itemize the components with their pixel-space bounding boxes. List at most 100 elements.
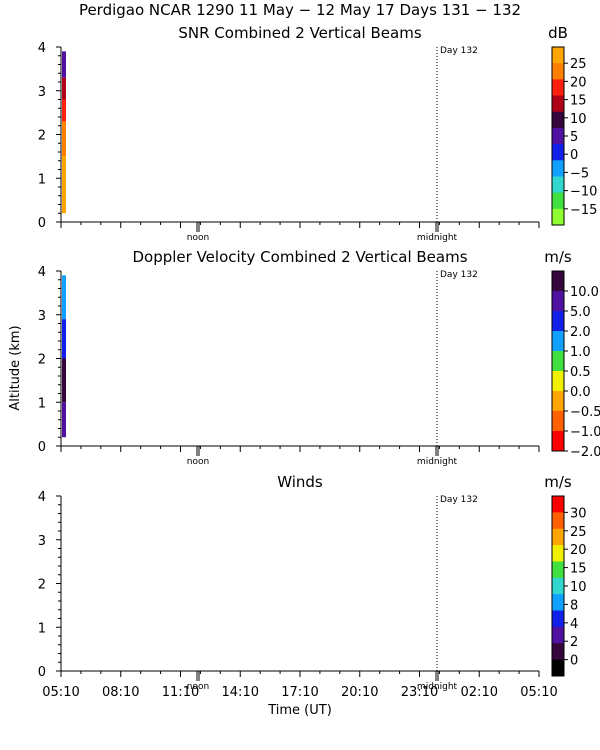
colorbar-swatch bbox=[552, 659, 564, 677]
colorbar-swatch bbox=[552, 127, 564, 145]
y-tick-label: 0 bbox=[38, 216, 46, 231]
colorbar-swatch bbox=[552, 545, 564, 562]
colorbar-unit: m/s bbox=[544, 473, 572, 491]
y-tick-label: 3 bbox=[38, 309, 46, 324]
data-segment bbox=[62, 358, 66, 403]
colorbar-unit: m/s bbox=[544, 248, 572, 266]
data-segment bbox=[62, 275, 66, 320]
y-tick-label: 1 bbox=[38, 396, 46, 411]
colorbar-label: 2 bbox=[570, 635, 578, 650]
colorbar-swatch bbox=[552, 391, 564, 412]
colorbar-swatch bbox=[552, 496, 564, 513]
data-segment bbox=[62, 156, 66, 214]
data-segment bbox=[62, 319, 66, 359]
colorbar-label: 20 bbox=[570, 543, 587, 558]
panel-title: Doppler Velocity Combined 2 Vertical Bea… bbox=[132, 248, 467, 266]
data-segment bbox=[62, 77, 66, 100]
data-segment bbox=[62, 99, 66, 122]
noon-label: noon bbox=[187, 682, 209, 692]
colorbar-label: −2.0 bbox=[570, 445, 600, 460]
y-axis-label: Altitude (km) bbox=[8, 325, 23, 410]
colorbar-label: 5.0 bbox=[570, 305, 591, 320]
colorbar-unit: dB bbox=[548, 24, 568, 42]
day-label: Day 132 bbox=[440, 46, 478, 56]
colorbar-swatch bbox=[552, 192, 564, 210]
y-tick-label: 4 bbox=[38, 265, 46, 280]
y-tick-label: 4 bbox=[38, 41, 46, 56]
figure-title: Perdigao NCAR 1290 11 May − 12 May 17 Da… bbox=[79, 1, 521, 19]
data-segment bbox=[62, 51, 66, 78]
colorbar-label: −15 bbox=[570, 203, 597, 218]
day-label: Day 132 bbox=[440, 495, 478, 505]
colorbar-label: 0.5 bbox=[570, 365, 591, 380]
colorbar-label: 5 bbox=[570, 130, 578, 145]
colorbar-swatch bbox=[552, 47, 564, 64]
x-tick-label: 23:10 bbox=[401, 685, 438, 700]
x-tick-label: 14:10 bbox=[222, 685, 259, 700]
x-tick-label: 17:10 bbox=[281, 685, 318, 700]
colorbar-swatch bbox=[552, 176, 564, 194]
colorbar-swatch bbox=[552, 528, 564, 546]
x-tick-label: 05:10 bbox=[42, 685, 79, 700]
noon-label: noon bbox=[187, 233, 209, 243]
x-tick-label: 11:10 bbox=[162, 685, 199, 700]
y-tick-label: 3 bbox=[38, 85, 46, 100]
colorbar-label: −10 bbox=[570, 185, 597, 200]
colorbar-label: 0.0 bbox=[570, 385, 591, 400]
colorbar-swatch bbox=[552, 291, 564, 312]
y-tick-label: 4 bbox=[38, 490, 46, 505]
colorbar-label: 2.0 bbox=[570, 325, 591, 340]
colorbar-label: 15 bbox=[570, 562, 587, 577]
colorbar-swatch bbox=[552, 610, 564, 628]
colorbar-label: 8 bbox=[570, 598, 578, 613]
data-segment bbox=[62, 402, 66, 438]
colorbar-label: 4 bbox=[570, 617, 578, 632]
x-tick-label: 20:10 bbox=[341, 685, 378, 700]
y-tick-label: 2 bbox=[38, 129, 46, 144]
colorbar-label: 0 bbox=[570, 654, 578, 669]
colorbar-swatch bbox=[552, 411, 564, 432]
colorbar-swatch bbox=[552, 561, 564, 579]
colorbar-swatch bbox=[552, 208, 564, 226]
colorbar-swatch bbox=[552, 111, 564, 129]
colorbar-swatch bbox=[552, 331, 564, 352]
x-tick-label: 02:10 bbox=[461, 685, 498, 700]
colorbar-label: 25 bbox=[570, 57, 587, 72]
panel-title: SNR Combined 2 Vertical Beams bbox=[178, 24, 421, 42]
colorbar-swatch bbox=[552, 160, 564, 177]
colorbar-swatch bbox=[552, 144, 564, 161]
colorbar-label: −5 bbox=[570, 166, 589, 181]
midnight-label: midnight bbox=[417, 457, 458, 467]
colorbar-label: 20 bbox=[570, 75, 587, 90]
colorbar-swatch bbox=[552, 594, 564, 612]
y-tick-label: 0 bbox=[38, 665, 46, 680]
colorbar-swatch bbox=[552, 626, 564, 644]
y-tick-label: 3 bbox=[38, 534, 46, 549]
colorbar-swatch bbox=[552, 643, 564, 661]
y-tick-label: 2 bbox=[38, 353, 46, 368]
x-tick-label: 08:10 bbox=[102, 685, 139, 700]
colorbar-label: −0.5 bbox=[570, 405, 600, 420]
day-label: Day 132 bbox=[440, 270, 478, 280]
colorbar-label: 30 bbox=[570, 506, 587, 521]
y-tick-label: 1 bbox=[38, 172, 46, 187]
colorbar-swatch bbox=[552, 271, 564, 292]
colorbar-swatch bbox=[552, 371, 564, 392]
colorbar-frame bbox=[551, 270, 565, 452]
colorbar-swatch bbox=[552, 577, 564, 595]
colorbar-label: −1.0 bbox=[570, 425, 600, 440]
y-tick-label: 1 bbox=[38, 621, 46, 636]
midnight-label: midnight bbox=[417, 233, 458, 243]
y-tick-label: 0 bbox=[38, 440, 46, 455]
x-tick-label: 05:10 bbox=[520, 685, 557, 700]
midnight-label: midnight bbox=[417, 682, 458, 692]
colorbar-label: 15 bbox=[570, 94, 587, 109]
noon-label: noon bbox=[187, 457, 209, 467]
colorbar-swatch bbox=[552, 95, 564, 113]
colorbar-swatch bbox=[552, 431, 564, 452]
data-segment bbox=[62, 121, 66, 157]
colorbar-label: 10 bbox=[570, 580, 587, 595]
colorbar-label: 1.0 bbox=[570, 345, 591, 360]
colorbar-label: 10 bbox=[570, 112, 587, 127]
